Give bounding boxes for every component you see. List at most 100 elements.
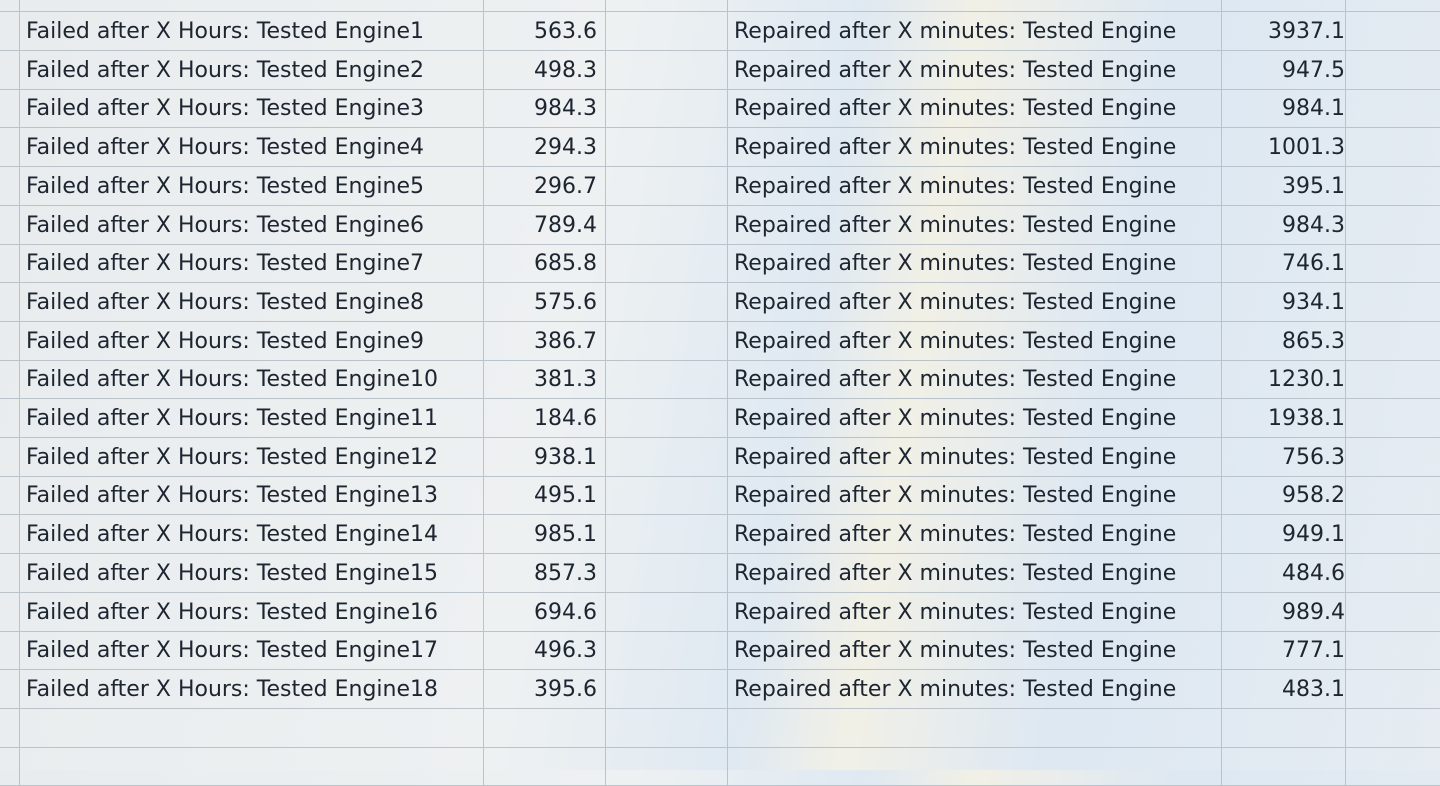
empty-cell[interactable] [1346,51,1440,90]
empty-cell[interactable] [1346,89,1440,128]
failed-label-cell[interactable]: Failed after X Hours: Tested Engine2 [20,50,484,90]
repaired-label-cell[interactable]: Repaired after X minutes: Tested Engine [728,166,1222,206]
failed-label-cell[interactable]: Failed after X Hours: Tested Engine3 [20,89,484,129]
row-edge-cell[interactable] [0,282,20,322]
empty-cell[interactable] [1346,631,1440,670]
empty-cell[interactable] [1346,747,1440,786]
empty-cell[interactable] [1346,12,1440,51]
failed-label-cell[interactable]: Failed after X Hours: Tested Engine8 [20,282,484,322]
failed-value-cell[interactable]: 985.1 [484,515,606,555]
failed-label-cell[interactable]: Failed after X Hours: Tested Engine11 [20,399,484,438]
failed-label-cell[interactable]: Failed after X Hours: Tested Engine10 [20,360,484,400]
failed-value-cell[interactable]: 381.3 [484,360,606,400]
row-edge-cell[interactable] [0,128,20,168]
empty-cell[interactable] [606,631,728,671]
failed-value-cell[interactable] [484,708,606,748]
empty-cell[interactable] [606,399,728,438]
failed-label-cell[interactable]: Failed after X Hours: Tested Engine9 [20,321,484,361]
empty-cell[interactable] [1346,476,1440,515]
repaired-value-cell[interactable]: 958.2 [1222,476,1346,516]
failed-value-cell[interactable] [484,0,606,12]
repaired-value-cell[interactable] [1222,708,1346,748]
failed-value-cell[interactable]: 685.8 [484,244,606,284]
empty-cell[interactable] [606,166,728,206]
empty-cell[interactable] [606,476,728,516]
repaired-label-cell[interactable]: Repaired after X minutes: Tested Engine [728,128,1222,168]
failed-label-cell[interactable]: Failed after X Hours: Tested Engine16 [20,592,484,632]
row-edge-cell[interactable] [0,166,20,206]
repaired-label-cell[interactable]: Repaired after X minutes: Tested Engine [728,437,1222,477]
repaired-label-cell[interactable] [728,708,1222,748]
empty-cell[interactable] [606,205,728,245]
failed-value-cell[interactable]: 575.6 [484,282,606,322]
repaired-value-cell[interactable]: 934.1 [1222,282,1346,322]
empty-cell[interactable] [606,553,728,593]
failed-label-cell[interactable]: Failed after X Hours: Tested Engine7 [20,244,484,284]
row-edge-cell[interactable] [0,205,20,245]
empty-cell[interactable] [606,0,728,12]
row-edge-cell[interactable] [0,50,20,90]
empty-cell[interactable] [606,128,728,168]
row-edge-cell[interactable] [0,747,20,786]
empty-cell[interactable] [1346,244,1440,283]
row-edge-cell[interactable] [0,244,20,284]
empty-cell[interactable] [606,747,728,786]
repaired-label-cell[interactable]: Repaired after X minutes: Tested Engine [728,476,1222,516]
repaired-value-cell[interactable]: 989.4 [1222,592,1346,632]
row-edge-cell[interactable] [0,321,20,361]
empty-cell[interactable] [1346,206,1440,245]
failed-label-cell[interactable]: Failed after X Hours: Tested Engine12 [20,437,484,477]
empty-cell[interactable] [606,244,728,284]
repaired-value-cell[interactable] [1222,0,1346,12]
failed-value-cell[interactable]: 498.3 [484,50,606,90]
empty-cell[interactable] [606,89,728,129]
repaired-value-cell[interactable]: 949.1 [1222,515,1346,555]
repaired-value-cell[interactable]: 746.1 [1222,244,1346,284]
empty-cell[interactable] [606,592,728,632]
repaired-value-cell[interactable]: 395.1 [1222,166,1346,206]
failed-label-cell[interactable] [20,747,484,786]
row-edge-cell[interactable] [0,476,20,516]
failed-label-cell[interactable]: Failed after X Hours: Tested Engine14 [20,515,484,555]
repaired-label-cell[interactable]: Repaired after X minutes: Tested Engine [728,50,1222,90]
failed-value-cell[interactable]: 496.3 [484,631,606,671]
failed-value-cell[interactable]: 857.3 [484,553,606,593]
row-edge-cell[interactable] [0,437,20,477]
repaired-value-cell[interactable]: 984.3 [1222,205,1346,245]
empty-cell[interactable] [1346,554,1440,593]
row-edge-cell[interactable] [0,399,20,438]
failed-label-cell[interactable] [20,708,484,748]
row-edge-cell[interactable] [0,89,20,129]
repaired-label-cell[interactable]: Repaired after X minutes: Tested Engine [728,553,1222,593]
empty-cell[interactable] [1346,167,1440,206]
failed-value-cell[interactable]: 294.3 [484,128,606,168]
repaired-value-cell[interactable]: 984.1 [1222,89,1346,129]
repaired-label-cell[interactable]: Repaired after X minutes: Tested Engine [728,89,1222,129]
empty-cell[interactable] [606,360,728,400]
repaired-label-cell[interactable]: Repaired after X minutes: Tested Engine [728,515,1222,555]
failed-label-cell[interactable]: Failed after X Hours: Tested Engine5 [20,166,484,206]
repaired-value-cell[interactable]: 756.3 [1222,437,1346,477]
repaired-value-cell[interactable] [1222,747,1346,786]
failed-value-cell[interactable]: 386.7 [484,321,606,361]
failed-label-cell[interactable]: Failed after X Hours: Tested Engine18 [20,669,484,709]
empty-cell[interactable] [1346,515,1440,554]
repaired-label-cell[interactable] [728,747,1222,786]
empty-cell[interactable] [1346,360,1440,399]
failed-value-cell[interactable]: 563.6 [484,12,606,51]
repaired-label-cell[interactable]: Repaired after X minutes: Tested Engine [728,669,1222,709]
empty-cell[interactable] [1346,709,1440,748]
failed-label-cell[interactable]: Failed after X Hours: Tested Engine6 [20,205,484,245]
empty-cell[interactable] [606,321,728,361]
empty-cell[interactable] [606,50,728,90]
failed-value-cell[interactable]: 694.6 [484,592,606,632]
repaired-label-cell[interactable]: Repaired after X minutes: Tested Engine [728,592,1222,632]
repaired-label-cell[interactable] [728,0,1222,12]
repaired-value-cell[interactable]: 483.1 [1222,669,1346,709]
failed-value-cell[interactable]: 984.3 [484,89,606,129]
empty-cell[interactable] [1346,399,1440,438]
row-edge-cell[interactable] [0,669,20,709]
row-edge-cell[interactable] [0,553,20,593]
repaired-label-cell[interactable]: Repaired after X minutes: Tested Engine [728,205,1222,245]
repaired-label-cell[interactable]: Repaired after X minutes: Tested Engine [728,244,1222,284]
